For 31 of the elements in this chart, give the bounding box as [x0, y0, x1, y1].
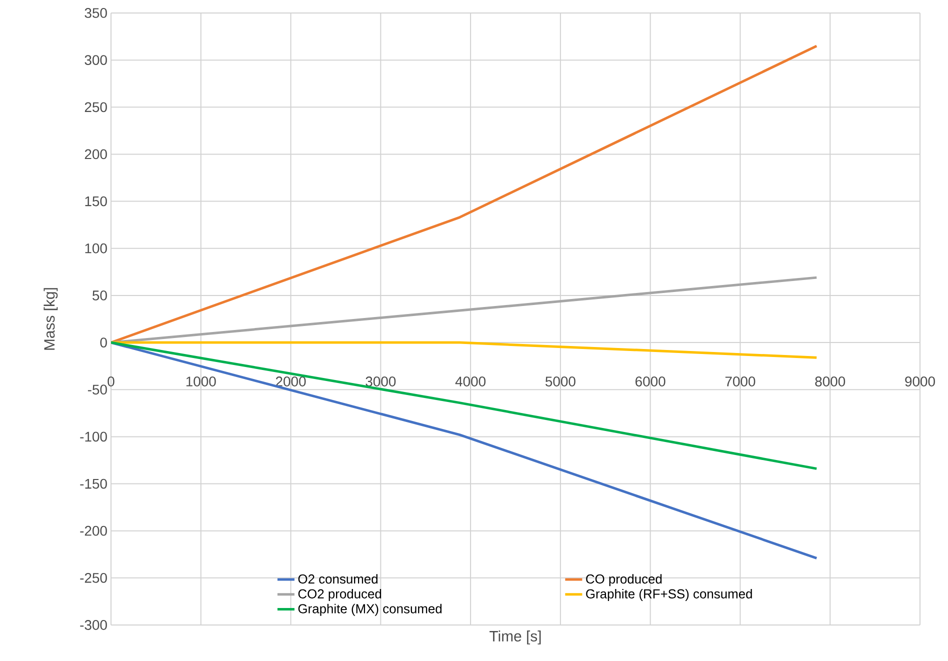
y-tick-label: -200 — [80, 526, 107, 536]
y-tick-label: 50 — [92, 290, 107, 300]
y-tick-label: 200 — [84, 149, 107, 160]
x-axis-title: Time [s] — [490, 630, 541, 644]
y-tick-label: 100 — [85, 243, 107, 254]
x-tick-label: 4000 — [455, 376, 486, 386]
y-tick-label: 250 — [84, 102, 107, 112]
x-tick-label: 7000 — [725, 376, 756, 386]
y-tick-label: 0 — [100, 338, 107, 348]
y-tick-label: 350 — [84, 8, 107, 18]
x-tick-label: 3000 — [366, 376, 396, 386]
legend-label: Graphite (MX) consumed — [298, 604, 442, 616]
x-tick-label: 2000 — [276, 376, 306, 386]
legend-label: O2 consumed — [298, 574, 378, 584]
x-tick-label: 0 — [108, 376, 114, 386]
y-tick-label: -250 — [80, 572, 107, 583]
x-tick-label: 8000 — [815, 376, 846, 386]
x-tick-label: 5000 — [545, 376, 576, 386]
legend-label: Graphite (RF+SS) consumed — [586, 588, 752, 602]
y-tick-label: -100 — [80, 432, 107, 442]
y-tick-label: 300 — [84, 55, 107, 66]
y-tick-label: -50 — [88, 384, 107, 395]
legend-label: CO2 produced — [298, 588, 382, 602]
x-tick-label: 1000 — [186, 376, 216, 386]
x-tick-label: 6000 — [636, 376, 666, 386]
y-tick-label: -150 — [80, 478, 107, 489]
y-tick-label: -300 — [80, 620, 107, 630]
y-axis-title: Mass [kg] — [44, 288, 58, 350]
legend-label: CO produced — [586, 574, 662, 586]
x-tick-label: 9000 — [905, 376, 935, 386]
y-tick-label: 150 — [85, 196, 107, 206]
